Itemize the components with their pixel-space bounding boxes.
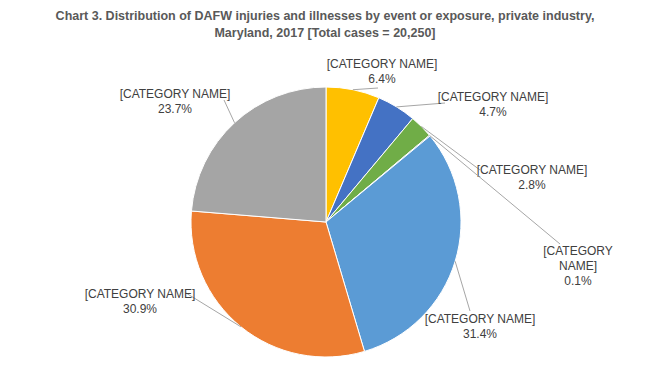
svg-text:[CATEGORY NAME]: [CATEGORY NAME]	[425, 312, 536, 326]
svg-text:4.7%: 4.7%	[479, 105, 507, 119]
svg-text:[CATEGORY NAME]: [CATEGORY NAME]	[477, 163, 588, 177]
svg-text:0.1%: 0.1%	[564, 274, 592, 288]
svg-text:NAME]: NAME]	[559, 259, 597, 273]
svg-text:30.9%: 30.9%	[123, 302, 157, 316]
svg-text:23.7%: 23.7%	[158, 102, 192, 116]
svg-text:31.4%: 31.4%	[463, 327, 497, 341]
svg-text:2.8%: 2.8%	[518, 178, 546, 192]
html-text:Chart 3. Distribution of DAFW: Chart 3. Distribution of DAFW injuries a…	[55, 9, 595, 40]
svg-text:[CATEGORY NAME]: [CATEGORY NAME]	[120, 87, 231, 101]
svg-text:[CATEGORY NAME]: [CATEGORY NAME]	[85, 287, 196, 301]
svg-text:[CATEGORY NAME]: [CATEGORY NAME]	[327, 57, 438, 71]
svg-text:[CATEGORY: [CATEGORY	[543, 244, 613, 258]
svg-text:6.4%: 6.4%	[368, 72, 396, 86]
svg-text:[CATEGORY NAME]: [CATEGORY NAME]	[438, 90, 549, 104]
